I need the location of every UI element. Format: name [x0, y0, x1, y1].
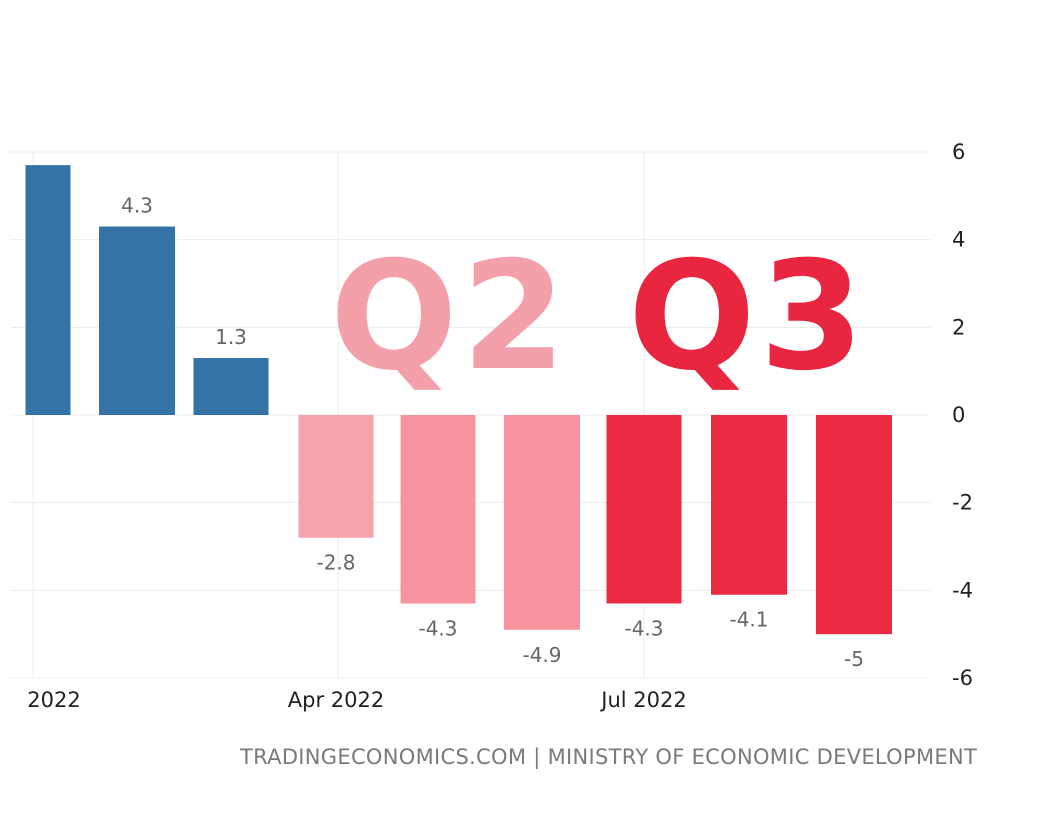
- x-tick-label: Apr 2022: [288, 688, 384, 712]
- y-tick-label: 0: [952, 403, 965, 427]
- x-tick-label: 2022: [27, 688, 80, 712]
- source-credit: TRADINGECONOMICS.COM | MINISTRY OF ECONO…: [240, 745, 978, 769]
- data-label: -4.1: [729, 608, 768, 632]
- data-label: -4.3: [418, 616, 457, 640]
- y-tick-label: 6: [952, 140, 965, 164]
- data-label: 4.3: [121, 194, 153, 218]
- y-tick-label: -4: [952, 578, 973, 602]
- bar-jul-2022: [606, 415, 682, 604]
- bar-jun-2022: [504, 415, 580, 630]
- x-tick-label: Jul 2022: [599, 688, 686, 712]
- data-label: -4.9: [522, 643, 561, 667]
- data-label: -4.3: [624, 616, 663, 640]
- bar-aug-2022: [711, 415, 787, 595]
- bar-apr-2022: [298, 415, 374, 538]
- quarter-label-q3: Q3: [628, 230, 868, 404]
- data-label: 1.3: [215, 325, 247, 349]
- y-tick-label: 2: [952, 315, 965, 339]
- y-tick-label: -6: [952, 666, 973, 690]
- bar-may-2022: [400, 415, 476, 604]
- data-label: -2.8: [316, 551, 355, 575]
- quarter-label-q2: Q2: [330, 230, 570, 404]
- bar-mar-2022: [193, 358, 269, 415]
- bar-sep-2022: [816, 415, 892, 635]
- y-tick-label: 4: [952, 228, 965, 252]
- data-label: -5: [844, 647, 864, 671]
- y-tick-label: -2: [952, 491, 973, 515]
- bar-jan-2022: [25, 165, 71, 415]
- bar-feb-2022: [99, 226, 175, 415]
